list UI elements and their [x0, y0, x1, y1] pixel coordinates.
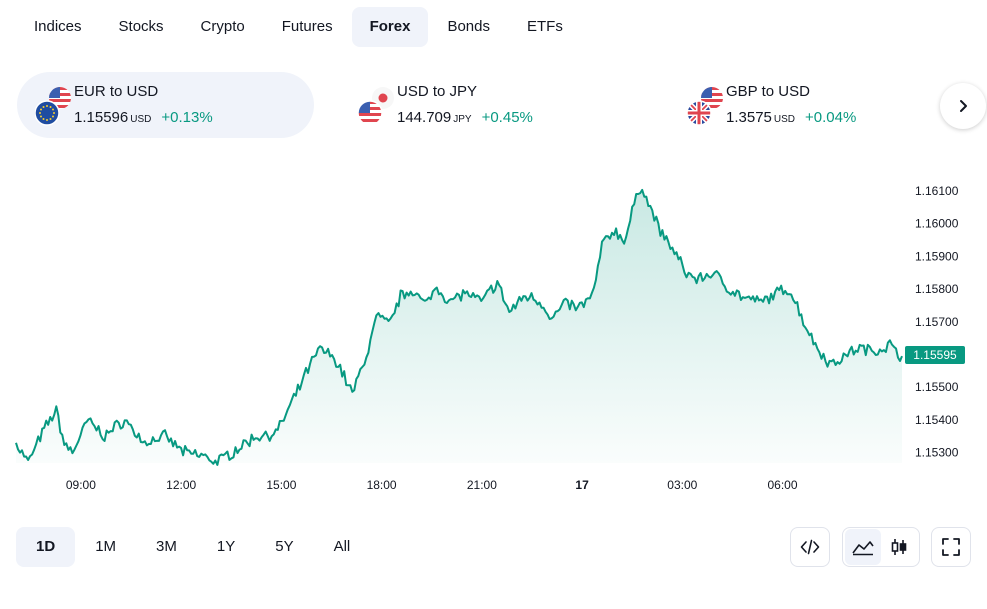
chevron-right-icon: [960, 100, 967, 112]
ticker-currency: USD: [130, 114, 152, 125]
candlestick-chart-button[interactable]: [881, 529, 917, 565]
price-line: [15, 188, 903, 466]
x-axis-tick-label: 15:00: [266, 478, 296, 492]
gbp-usd-flags-icon: [687, 87, 723, 126]
ticker-name: EUR to USD: [74, 83, 159, 100]
price-chart-svg: 1.16100 1.16000 1.15900 1.15800 1.15700 1.155…: [15, 184, 959, 492]
chart-type-toggle: [842, 527, 920, 567]
range-tabs: 1D 1M 3M 1Y 5Y All: [16, 527, 370, 567]
ticker-card-eurusd[interactable]: EUR to USD 1.15596 USD +0.13%: [17, 72, 314, 138]
y-axis-tick-label: 1.16100: [915, 184, 959, 198]
usd-jpy-flags-icon: [358, 87, 394, 126]
range-all[interactable]: All: [333, 538, 351, 555]
x-axis-tick-label: 06:00: [767, 478, 797, 492]
embed-button[interactable]: [790, 527, 830, 567]
eur-usd-flags-icon: [35, 87, 71, 126]
y-axis-tick-label: 1.16000: [915, 217, 959, 231]
y-axis-tick-label: 1.15700: [915, 315, 959, 329]
carousel-next-button[interactable]: [940, 83, 986, 129]
range-1d[interactable]: 1D: [16, 527, 76, 567]
range-5y[interactable]: 5Y: [275, 538, 294, 555]
ticker-name: USD to JPY: [397, 83, 478, 100]
tab-futures[interactable]: Futures: [281, 18, 333, 35]
last-price-label: 1.15595: [905, 346, 965, 364]
x-axis-tick-label: 17: [575, 478, 589, 492]
tab-etfs[interactable]: ETFs: [527, 18, 563, 35]
ticker-change: +0.45%: [481, 109, 533, 126]
x-axis-tick-label: 18:00: [367, 478, 397, 492]
area-chart-icon: [852, 541, 874, 556]
ticker-currency: USD: [773, 114, 796, 125]
x-axis-tick-label: 21:00: [467, 478, 497, 492]
y-axis-tick-label: 1.15400: [915, 413, 959, 427]
y-axis-tick-label: 1.15900: [915, 249, 959, 263]
x-axis-tick-label: 12:00: [166, 478, 196, 492]
tab-bonds[interactable]: Bonds: [447, 18, 490, 35]
ticker-change: +0.13%: [161, 109, 213, 126]
code-icon: [800, 539, 820, 555]
fullscreen-button[interactable]: [931, 527, 971, 567]
y-axis-tick-label: 1.15800: [915, 282, 959, 296]
tab-indices[interactable]: Indices: [34, 18, 82, 35]
y-axis-tick-label: 1.15500: [915, 380, 959, 394]
x-axis-tick-label: 09:00: [66, 478, 96, 492]
range-1y[interactable]: 1Y: [216, 538, 236, 555]
tab-crypto[interactable]: Crypto: [200, 18, 245, 35]
y-axis-tick-label: 1.15300: [915, 446, 959, 460]
ticker-change: +0.04%: [805, 109, 857, 126]
x-axis-tick-label: 03:00: [667, 478, 697, 492]
ticker-name: GBP to USD: [726, 83, 810, 100]
range-1m[interactable]: 1M: [95, 538, 117, 555]
ticker-price: 1.15596 USD +0.13%: [74, 109, 213, 126]
ticker-currency: JPY: [453, 114, 472, 125]
ticker-price: 144.709 JPY +0.45%: [397, 109, 533, 126]
ticker-carousel: EUR to USD 1.15596 USD +0.13% USD to JPY 1…: [17, 72, 987, 138]
tab-forex[interactable]: Forex: [351, 7, 429, 47]
price-area: [16, 189, 902, 465]
price-chart[interactable]: 1.16100 1.16000 1.15900 1.15800 1.15700 1.155…: [0, 150, 987, 500]
ticker-card-usdjpy[interactable]: USD to JPY 144.709 JPY +0.45%: [340, 72, 630, 138]
ticker-price: 1.3575 USD +0.04%: [726, 109, 857, 126]
fullscreen-icon: [942, 538, 960, 556]
market-tabs: Indices Stocks Crypto Futures Forex Bond…: [16, 7, 582, 47]
candlestick-icon: [891, 539, 907, 555]
ticker-card-gbpusd[interactable]: GBP to USD 1.3575 USD +0.04%: [669, 72, 949, 138]
area-chart-button[interactable]: [845, 529, 881, 565]
range-3m[interactable]: 3M: [156, 538, 177, 555]
tab-stocks[interactable]: Stocks: [118, 18, 164, 35]
